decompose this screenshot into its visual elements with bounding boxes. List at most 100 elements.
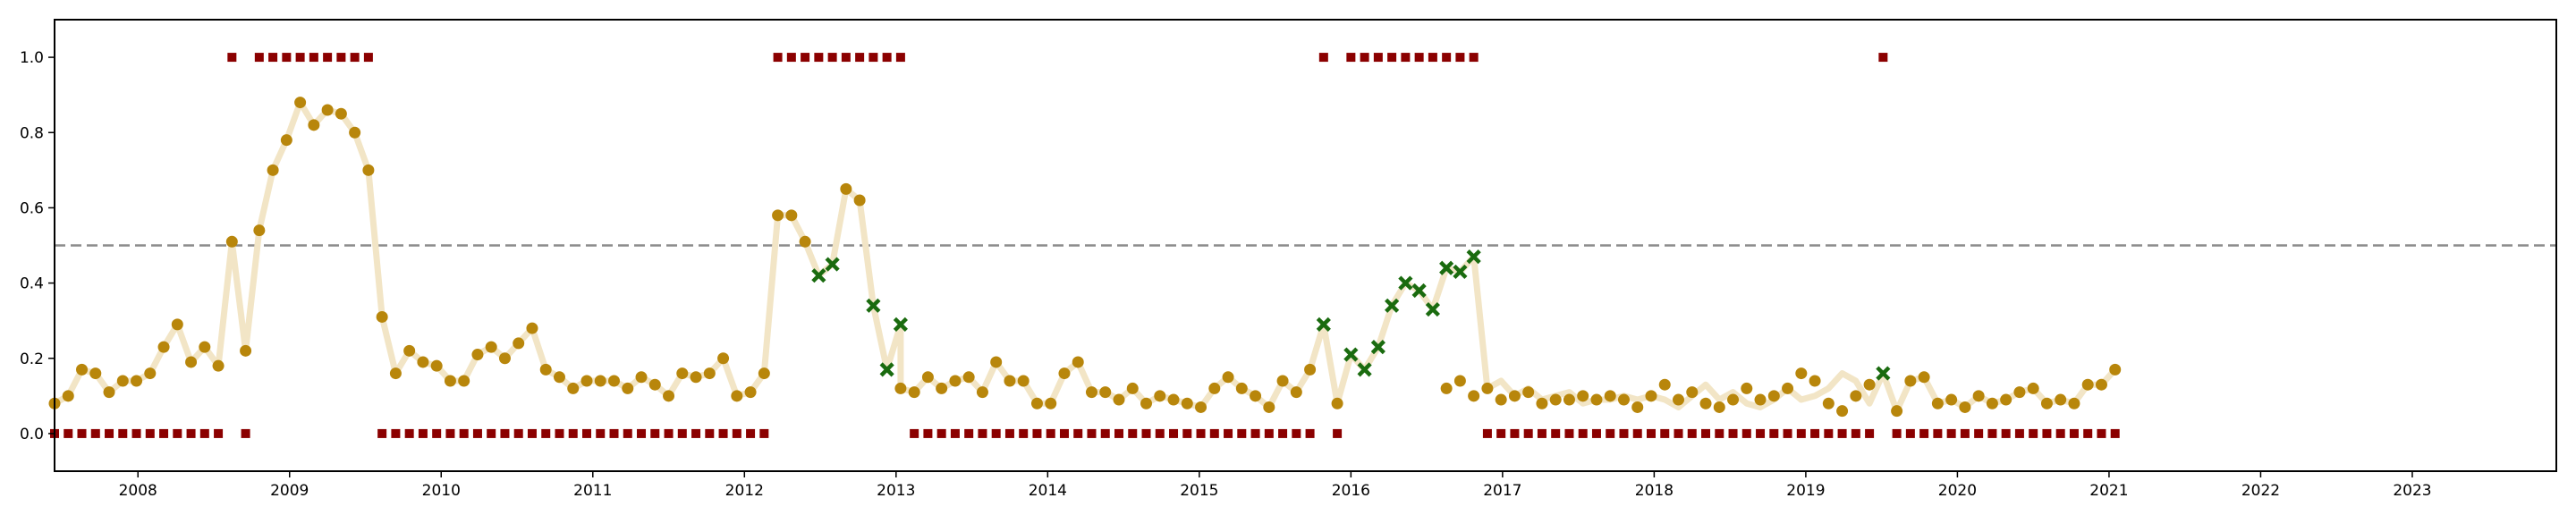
data-point — [1440, 382, 1453, 394]
data-point — [676, 367, 689, 380]
data-point — [526, 322, 538, 334]
label-marker — [1510, 428, 1520, 438]
data-point — [1617, 393, 1630, 406]
label-marker — [145, 428, 155, 438]
data-point — [622, 382, 634, 394]
data-point — [1713, 401, 1725, 413]
label-marker — [282, 53, 292, 63]
data-point — [1986, 397, 1998, 409]
label-marker — [1769, 428, 1779, 438]
data-point — [1468, 390, 1480, 402]
data-point — [1686, 386, 1699, 399]
label-marker — [1824, 428, 1834, 438]
label-marker — [309, 53, 318, 63]
data-point — [1030, 397, 1043, 409]
label-marker — [541, 428, 551, 438]
label-marker — [637, 428, 647, 438]
label-marker — [1414, 53, 1424, 63]
data-point — [1481, 382, 1494, 394]
label-marker — [1741, 428, 1751, 438]
label-marker — [759, 428, 769, 438]
data-point — [157, 341, 170, 353]
label-marker — [432, 428, 442, 438]
label-marker — [1182, 428, 1192, 438]
label-marker — [1360, 53, 1369, 63]
data-point — [1004, 375, 1016, 387]
data-point — [1222, 371, 1234, 384]
x-tick-label: 2016 — [1332, 482, 1370, 500]
data-point — [1959, 401, 1971, 413]
label-marker — [1318, 53, 1328, 63]
label-marker — [814, 53, 824, 63]
label-marker — [718, 428, 728, 438]
label-marker — [1019, 428, 1029, 438]
data-point — [498, 352, 511, 365]
anomaly-marker — [1343, 347, 1359, 362]
label-marker — [1032, 428, 1042, 438]
data-point — [1522, 386, 1535, 399]
data-point — [430, 359, 443, 372]
data-point — [1822, 397, 1835, 409]
data-point — [539, 363, 552, 376]
anomaly-marker — [866, 298, 881, 313]
data-point — [1645, 390, 1657, 402]
data-point — [1045, 397, 1057, 409]
data-point — [1276, 375, 1289, 387]
data-point — [1577, 390, 1589, 402]
data-point — [2000, 393, 2012, 406]
data-point — [648, 378, 661, 391]
x-axis: 2008 2009 2010 2011 2012 2013 2014 2015 2016 2017… — [119, 471, 2432, 500]
label-marker — [1373, 53, 1383, 63]
data-point — [1767, 390, 1780, 402]
label-marker — [391, 428, 401, 438]
data-point — [1590, 393, 1603, 406]
data-point — [1208, 382, 1221, 394]
anomaly-marker — [1316, 317, 1331, 332]
data-point — [608, 375, 621, 387]
label-marker — [1059, 428, 1069, 438]
data-point — [2055, 393, 2067, 406]
label-marker — [90, 428, 100, 438]
label-marker — [1401, 53, 1411, 63]
label-marker — [1551, 428, 1561, 438]
data-point — [785, 209, 798, 222]
data-point — [185, 356, 198, 368]
data-point — [1508, 390, 1521, 402]
data-point — [690, 371, 702, 384]
data-point — [513, 337, 525, 350]
data-point — [294, 97, 307, 109]
label-marker — [1756, 428, 1766, 438]
data-point — [1495, 393, 1507, 406]
y-tick-label: 0.8 — [20, 124, 44, 142]
label-marker — [581, 428, 591, 438]
label-marker — [1865, 428, 1875, 438]
data-point — [1809, 375, 1821, 387]
label-marker — [1606, 428, 1615, 438]
data-point — [1563, 393, 1575, 406]
x-tick-label: 2023 — [2393, 482, 2431, 500]
data-point — [1072, 356, 1084, 368]
data-point — [1631, 401, 1644, 413]
label-marker — [214, 428, 224, 438]
anomaly-marker — [1398, 275, 1413, 291]
x-tick-label: 2020 — [1938, 482, 1977, 500]
data-point — [1918, 371, 1930, 384]
data-point — [1181, 397, 1193, 409]
data-point — [417, 356, 429, 368]
label-marker — [2029, 428, 2038, 438]
label-marker — [1073, 428, 1083, 438]
label-marker — [1292, 428, 1301, 438]
data-point — [1126, 382, 1139, 394]
label-marker — [1578, 428, 1588, 438]
label-marker — [855, 53, 865, 63]
data-point — [1604, 390, 1616, 402]
anomaly-marker — [879, 362, 894, 377]
label-marker — [841, 53, 851, 63]
label-marker — [1428, 53, 1437, 63]
label-marker — [295, 53, 305, 63]
data-point — [376, 310, 388, 323]
label-marker — [1810, 428, 1820, 438]
data-point — [280, 134, 292, 147]
data-point — [567, 382, 580, 394]
anomaly-marker — [1466, 249, 1481, 265]
